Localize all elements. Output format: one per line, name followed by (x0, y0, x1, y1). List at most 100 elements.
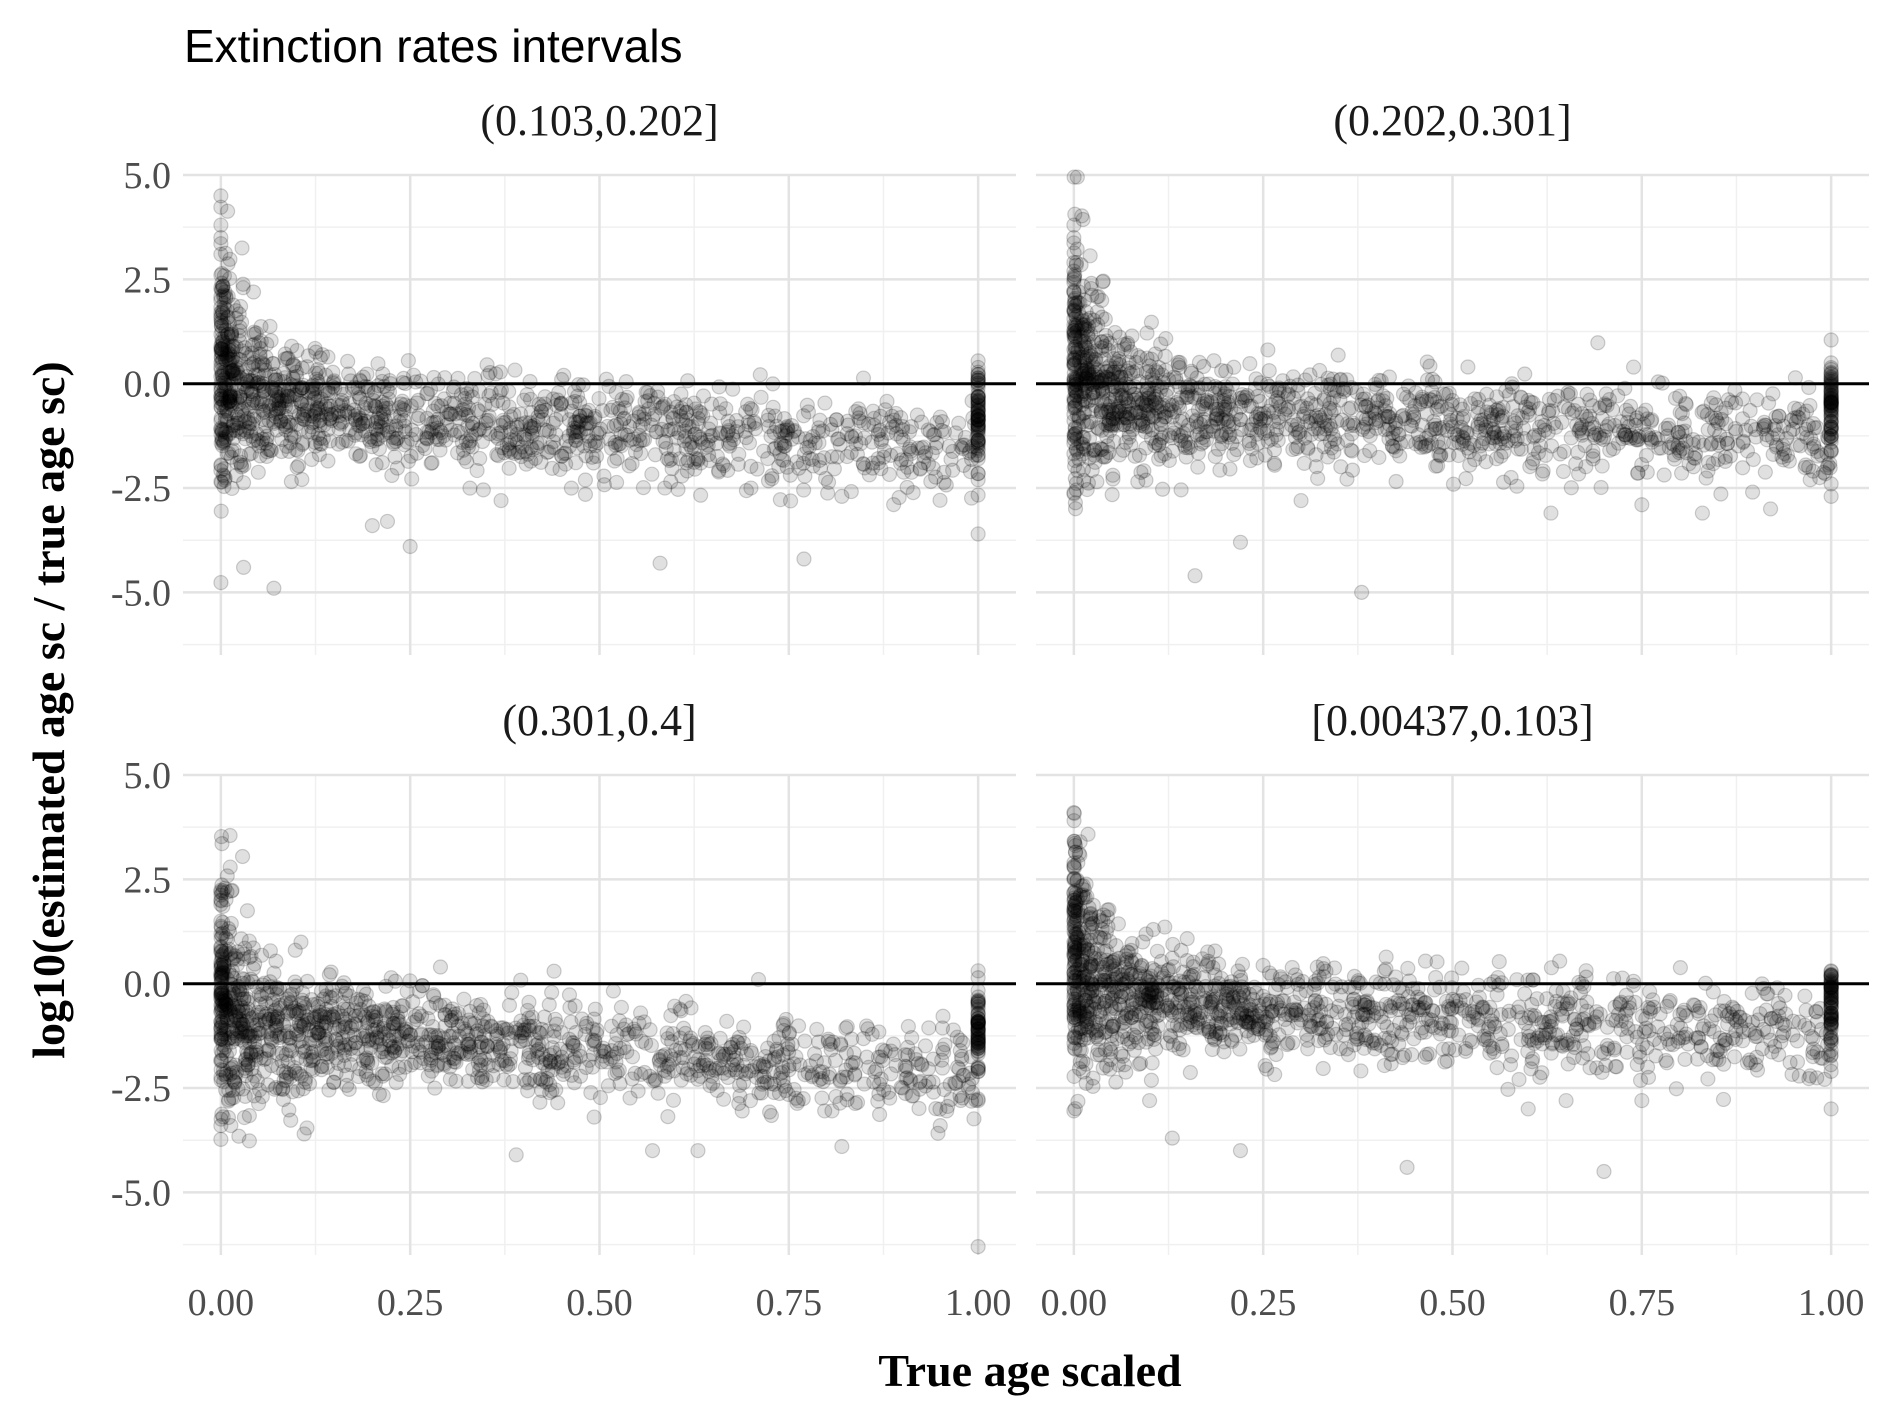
scatter-point (237, 431, 254, 447)
scatter-point (631, 1015, 647, 1031)
scatter-point (1302, 367, 1318, 383)
scatter-point (506, 445, 523, 462)
scatter-point (254, 393, 270, 410)
x-tick-label: 0.00 (188, 1282, 255, 1324)
scatter-point (214, 335, 230, 351)
scatter-point (1422, 358, 1438, 374)
scatter-point (546, 963, 562, 979)
scatter-point (1354, 584, 1370, 600)
scatter-point (872, 408, 889, 424)
scatter-point (281, 443, 297, 459)
x-tick-label: 0.25 (1230, 1282, 1297, 1324)
scatter-point (795, 455, 811, 471)
scatter-point (1388, 473, 1404, 490)
scatter-point (259, 336, 275, 352)
scatter-point (293, 396, 310, 412)
scatter-point (456, 1045, 473, 1061)
scatter-point (1171, 359, 1188, 376)
scatter-point (1782, 424, 1798, 440)
scatter-point (844, 429, 860, 446)
scatter-point (1428, 458, 1444, 474)
x-tick-label: 0.75 (756, 1282, 823, 1324)
scatter-point (903, 419, 920, 435)
scatter-point (1423, 435, 1440, 452)
scatter-point (326, 406, 342, 422)
scatter-point (213, 236, 229, 252)
scatter-point (873, 431, 890, 448)
scatter-point (1126, 402, 1142, 418)
scatter-point (797, 1033, 813, 1049)
scatter-point (1232, 534, 1249, 550)
scatter-point (1075, 313, 1091, 329)
scatter-point (469, 462, 485, 479)
scatter-point (419, 431, 435, 447)
scatter-point (663, 1048, 679, 1064)
scatter-point (501, 441, 518, 457)
point-cloud (213, 188, 986, 596)
scatter-point (630, 1083, 646, 1099)
scatter-point (222, 859, 238, 875)
scatter-point (334, 395, 350, 411)
scatter-point (1226, 446, 1242, 463)
scatter-point (1339, 471, 1355, 487)
scatter-point (753, 389, 769, 405)
scatter-point (269, 1045, 285, 1061)
scatter-point (569, 440, 585, 456)
scatter-point (328, 1065, 344, 1081)
scatter-point (503, 432, 519, 448)
scatter-point (746, 413, 762, 430)
scatter-point (1259, 423, 1276, 439)
scatter-point (551, 385, 567, 401)
scatter-point (1823, 332, 1839, 348)
scatter-point (577, 407, 594, 423)
scatter-point (213, 292, 229, 308)
scatter-point (945, 443, 961, 460)
scatter-point (1476, 431, 1492, 447)
scatter-point (509, 434, 525, 450)
scatter-point (1214, 362, 1230, 379)
scatter-point (701, 421, 717, 437)
scatter-point (523, 404, 539, 421)
scatter-point (433, 424, 450, 441)
scatter-point (241, 1108, 257, 1124)
scatter-point (690, 451, 706, 467)
scatter-point (788, 1090, 804, 1106)
scatter-point (760, 412, 776, 428)
scatter-point (577, 486, 594, 502)
scatter-point (970, 1239, 986, 1255)
scatter-point (1343, 400, 1359, 416)
scatter-point (1130, 474, 1146, 490)
scatter-point (1323, 440, 1340, 456)
scatter-point (213, 503, 229, 519)
scatter-point (884, 408, 900, 424)
scatter-point (369, 431, 385, 447)
scatter-point (955, 1035, 971, 1051)
scatter-point (290, 1083, 306, 1099)
scatter-point (409, 445, 425, 461)
scatter-point (219, 310, 235, 326)
scatter-point (443, 422, 459, 438)
scatter-point (1381, 369, 1398, 385)
scatter-point (578, 1059, 594, 1076)
scatter-point (243, 428, 260, 444)
scatter-point (453, 387, 469, 403)
scatter-point (244, 1011, 260, 1027)
scatter-point (227, 1057, 243, 1073)
scatter-point (1727, 395, 1744, 411)
scatter-point (1599, 398, 1615, 414)
scatter-point (1444, 419, 1460, 435)
scatter-point (529, 439, 545, 456)
scatter-point (1066, 393, 1082, 409)
scatter-point (777, 428, 793, 444)
scatter-point (280, 414, 296, 430)
scatter-point (229, 455, 245, 471)
scatter-point (355, 415, 371, 432)
scatter-point (464, 415, 480, 431)
scatter-point (492, 364, 508, 380)
scatter-point (428, 414, 444, 430)
scatter-point (419, 424, 435, 440)
scatter-point (590, 435, 606, 451)
scatter-point (509, 426, 525, 443)
scatter-point (572, 425, 588, 441)
scatter-point (330, 1021, 346, 1037)
